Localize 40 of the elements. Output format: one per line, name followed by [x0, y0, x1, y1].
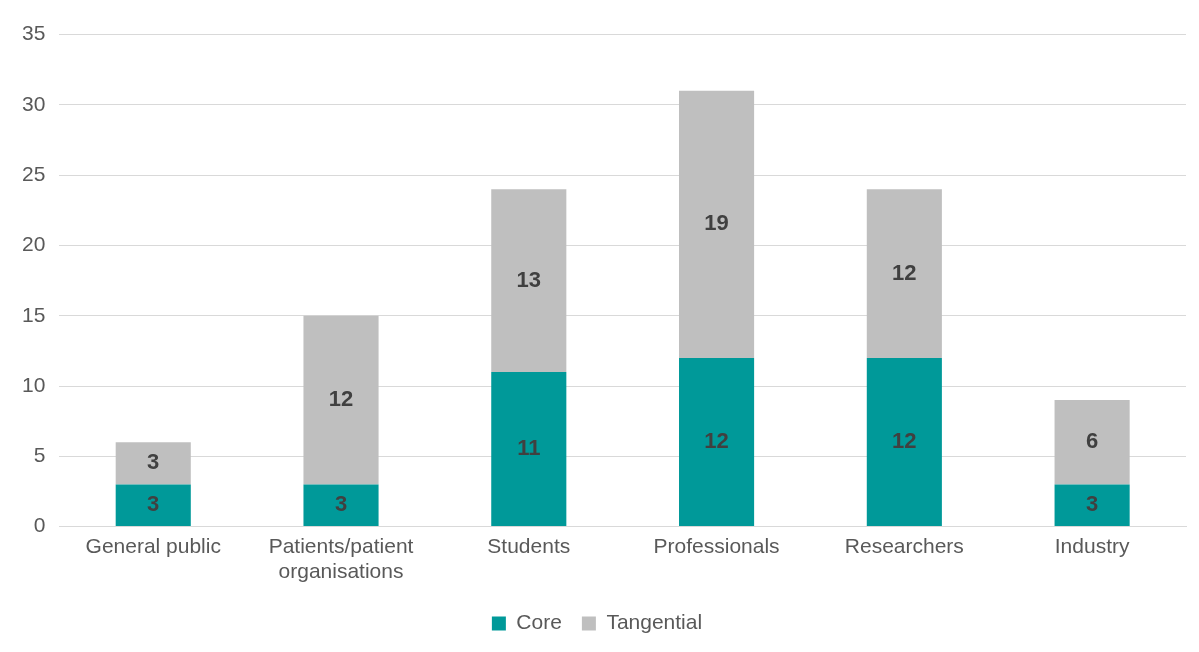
y-tick-label: 30	[22, 91, 46, 115]
data-label: 11	[517, 435, 541, 461]
x-tick-label: Patients/patient organisations	[268, 534, 414, 583]
y-tick-label: 35	[22, 21, 46, 45]
x-tick-label: Students	[487, 534, 571, 557]
y-tick-label: 10	[22, 372, 46, 396]
data-label: 12	[704, 428, 729, 454]
data-label: 3	[334, 491, 348, 517]
bar	[303, 484, 379, 527]
bar	[866, 357, 942, 527]
bar	[1054, 484, 1130, 527]
data-label: 12	[892, 259, 917, 285]
x-tick-label: Industry	[1054, 534, 1130, 557]
bar	[115, 484, 191, 527]
legend-label: Tangential	[606, 610, 703, 634]
y-tick-label: 20	[22, 232, 46, 256]
bar	[491, 189, 567, 372]
bar	[491, 371, 567, 527]
bar	[679, 90, 755, 358]
y-tick-label: 25	[22, 161, 46, 185]
x-tick-label: General public	[85, 534, 221, 557]
data-label: 3	[147, 449, 160, 475]
data-label: 12	[328, 386, 354, 412]
data-label: 12	[892, 428, 917, 454]
y-tick-label: 5	[33, 443, 46, 467]
bar	[866, 189, 942, 358]
x-tick-label: Researchers	[844, 534, 964, 557]
data-label: 3	[147, 491, 160, 517]
data-label: 3	[1085, 491, 1099, 517]
bar	[1054, 400, 1130, 485]
y-tick-label: 0	[33, 513, 46, 537]
y-tick-label: 15	[22, 302, 46, 326]
data-label: 13	[516, 266, 542, 292]
x-tick-label: Professionals	[653, 534, 780, 557]
bar	[303, 315, 379, 485]
legend-label: Core	[516, 610, 562, 634]
data-label: 19	[704, 210, 729, 236]
bar	[679, 357, 755, 527]
data-label: 6	[1085, 428, 1099, 454]
bar	[115, 442, 191, 485]
